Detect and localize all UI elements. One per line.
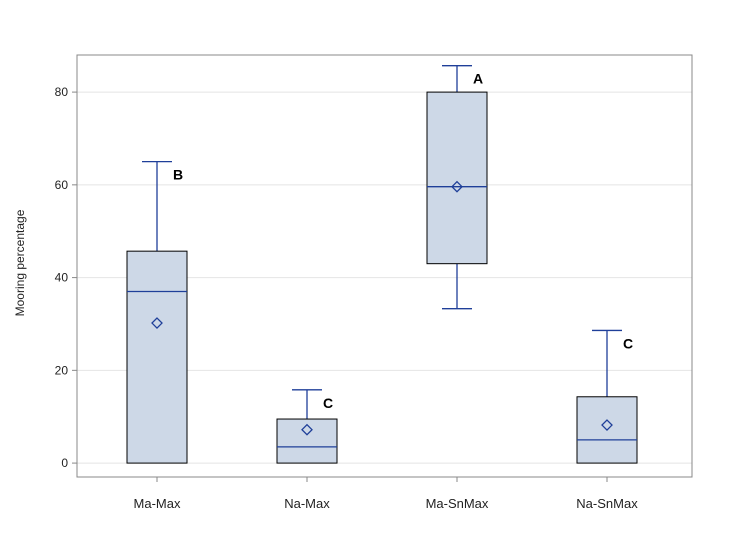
y-axis: 0 20 40 60 80 [55, 85, 77, 470]
mean-marker [151, 317, 163, 329]
x-tick-label: Na-SnMax [576, 496, 638, 511]
box-na-max: C [276, 389, 338, 464]
group-letter: B [173, 167, 183, 183]
group-letter: C [623, 335, 633, 351]
group-letter: C [323, 395, 333, 411]
box-ma-snmax: A [426, 65, 488, 310]
plot-frame [76, 54, 693, 478]
x-tick-label: Na-Max [284, 496, 330, 511]
mean-marker [301, 423, 313, 436]
group-letter: A [473, 71, 483, 87]
y-tick-label: 40 [55, 271, 69, 285]
y-tick-label: 60 [55, 178, 69, 192]
iqr-box [426, 91, 488, 265]
mean-marker [601, 419, 613, 431]
x-tick-label: Ma-SnMax [426, 496, 489, 511]
box-na-snmax: C [576, 329, 638, 464]
iqr-box [276, 418, 338, 464]
boxes: B C A C [126, 65, 638, 464]
mean-marker [451, 180, 463, 193]
box-ma-max: B [126, 161, 188, 464]
y-tick-label: 20 [55, 363, 69, 377]
y-axis-title: Mooring percentage [13, 209, 27, 316]
y-tick-label: 80 [55, 85, 69, 99]
x-tick-label: Ma-Max [134, 496, 181, 511]
y-tick-label: 0 [61, 456, 68, 470]
x-axis: Ma-Max Na-Max Ma-SnMax Na-SnMax [134, 477, 638, 511]
iqr-box [126, 250, 188, 464]
